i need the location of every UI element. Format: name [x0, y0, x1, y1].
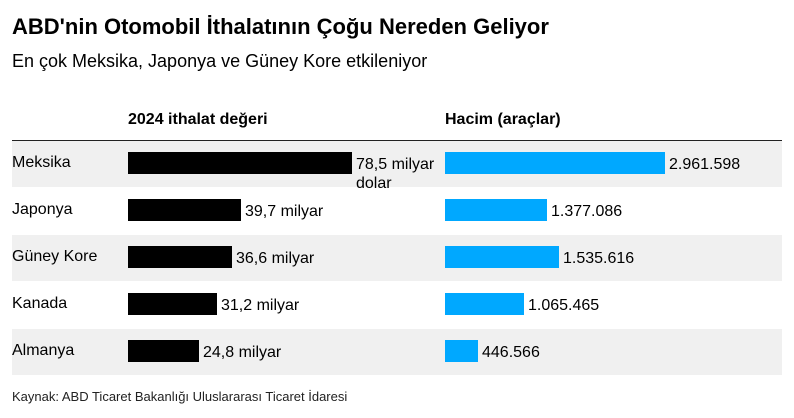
volume-bar	[445, 199, 547, 221]
volume-label: 1.065.465	[528, 297, 600, 314]
chart-title: ABD'nin Otomobil İthalatının Çoğu Nerede…	[12, 14, 549, 39]
value-label: 36,6 milyar	[236, 250, 315, 267]
value-bar	[128, 199, 241, 221]
volume-label: 1.377.086	[551, 203, 623, 220]
table-row: Meksika 78,5 milyar dolar 2.961.598	[12, 141, 782, 192]
country-label: Meksika	[12, 154, 71, 171]
volume-bar	[445, 246, 559, 268]
value-column-header: 2024 ithalat değeri	[128, 111, 268, 128]
country-label: Almanya	[12, 342, 75, 359]
table-row: Güney Kore 36,6 milyar 1.535.616	[12, 235, 782, 281]
country-label: Güney Kore	[12, 248, 98, 265]
country-label: Japonya	[12, 201, 73, 218]
bar-table: Meksika 78,5 milyar dolar 2.961.598 Japonya…	[12, 140, 782, 375]
volume-column-header: Hacim (araçlar)	[445, 111, 561, 128]
table-row: Japonya 39,7 milyar 1.377.086	[12, 188, 782, 234]
table-row: Almanya 24,8 milyar 446.566	[12, 329, 782, 375]
value-label: 39,7 milyar	[245, 203, 324, 220]
volume-bar	[445, 293, 524, 315]
value-label: 31,2 milyar	[221, 297, 300, 314]
country-label: Kanada	[12, 295, 68, 312]
volume-label: 1.535.616	[563, 250, 635, 267]
value-label: 24,8 milyar	[203, 344, 282, 361]
value-bar	[128, 152, 352, 174]
value-label: 78,5 milyar dolar	[356, 156, 435, 192]
volume-label: 2.961.598	[669, 156, 741, 173]
value-bar	[128, 293, 217, 315]
volume-bar	[445, 152, 665, 174]
volume-bar	[445, 340, 478, 362]
chart-subtitle: En çok Meksika, Japonya ve Güney Kore et…	[12, 51, 428, 71]
source-note: Kaynak: ABD Ticaret Bakanlığı Uluslarara…	[12, 389, 348, 404]
value-bar	[128, 246, 232, 268]
value-bar	[128, 340, 199, 362]
volume-label: 446.566	[482, 344, 540, 361]
table-row: Kanada 31,2 milyar 1.065.465	[12, 282, 782, 328]
